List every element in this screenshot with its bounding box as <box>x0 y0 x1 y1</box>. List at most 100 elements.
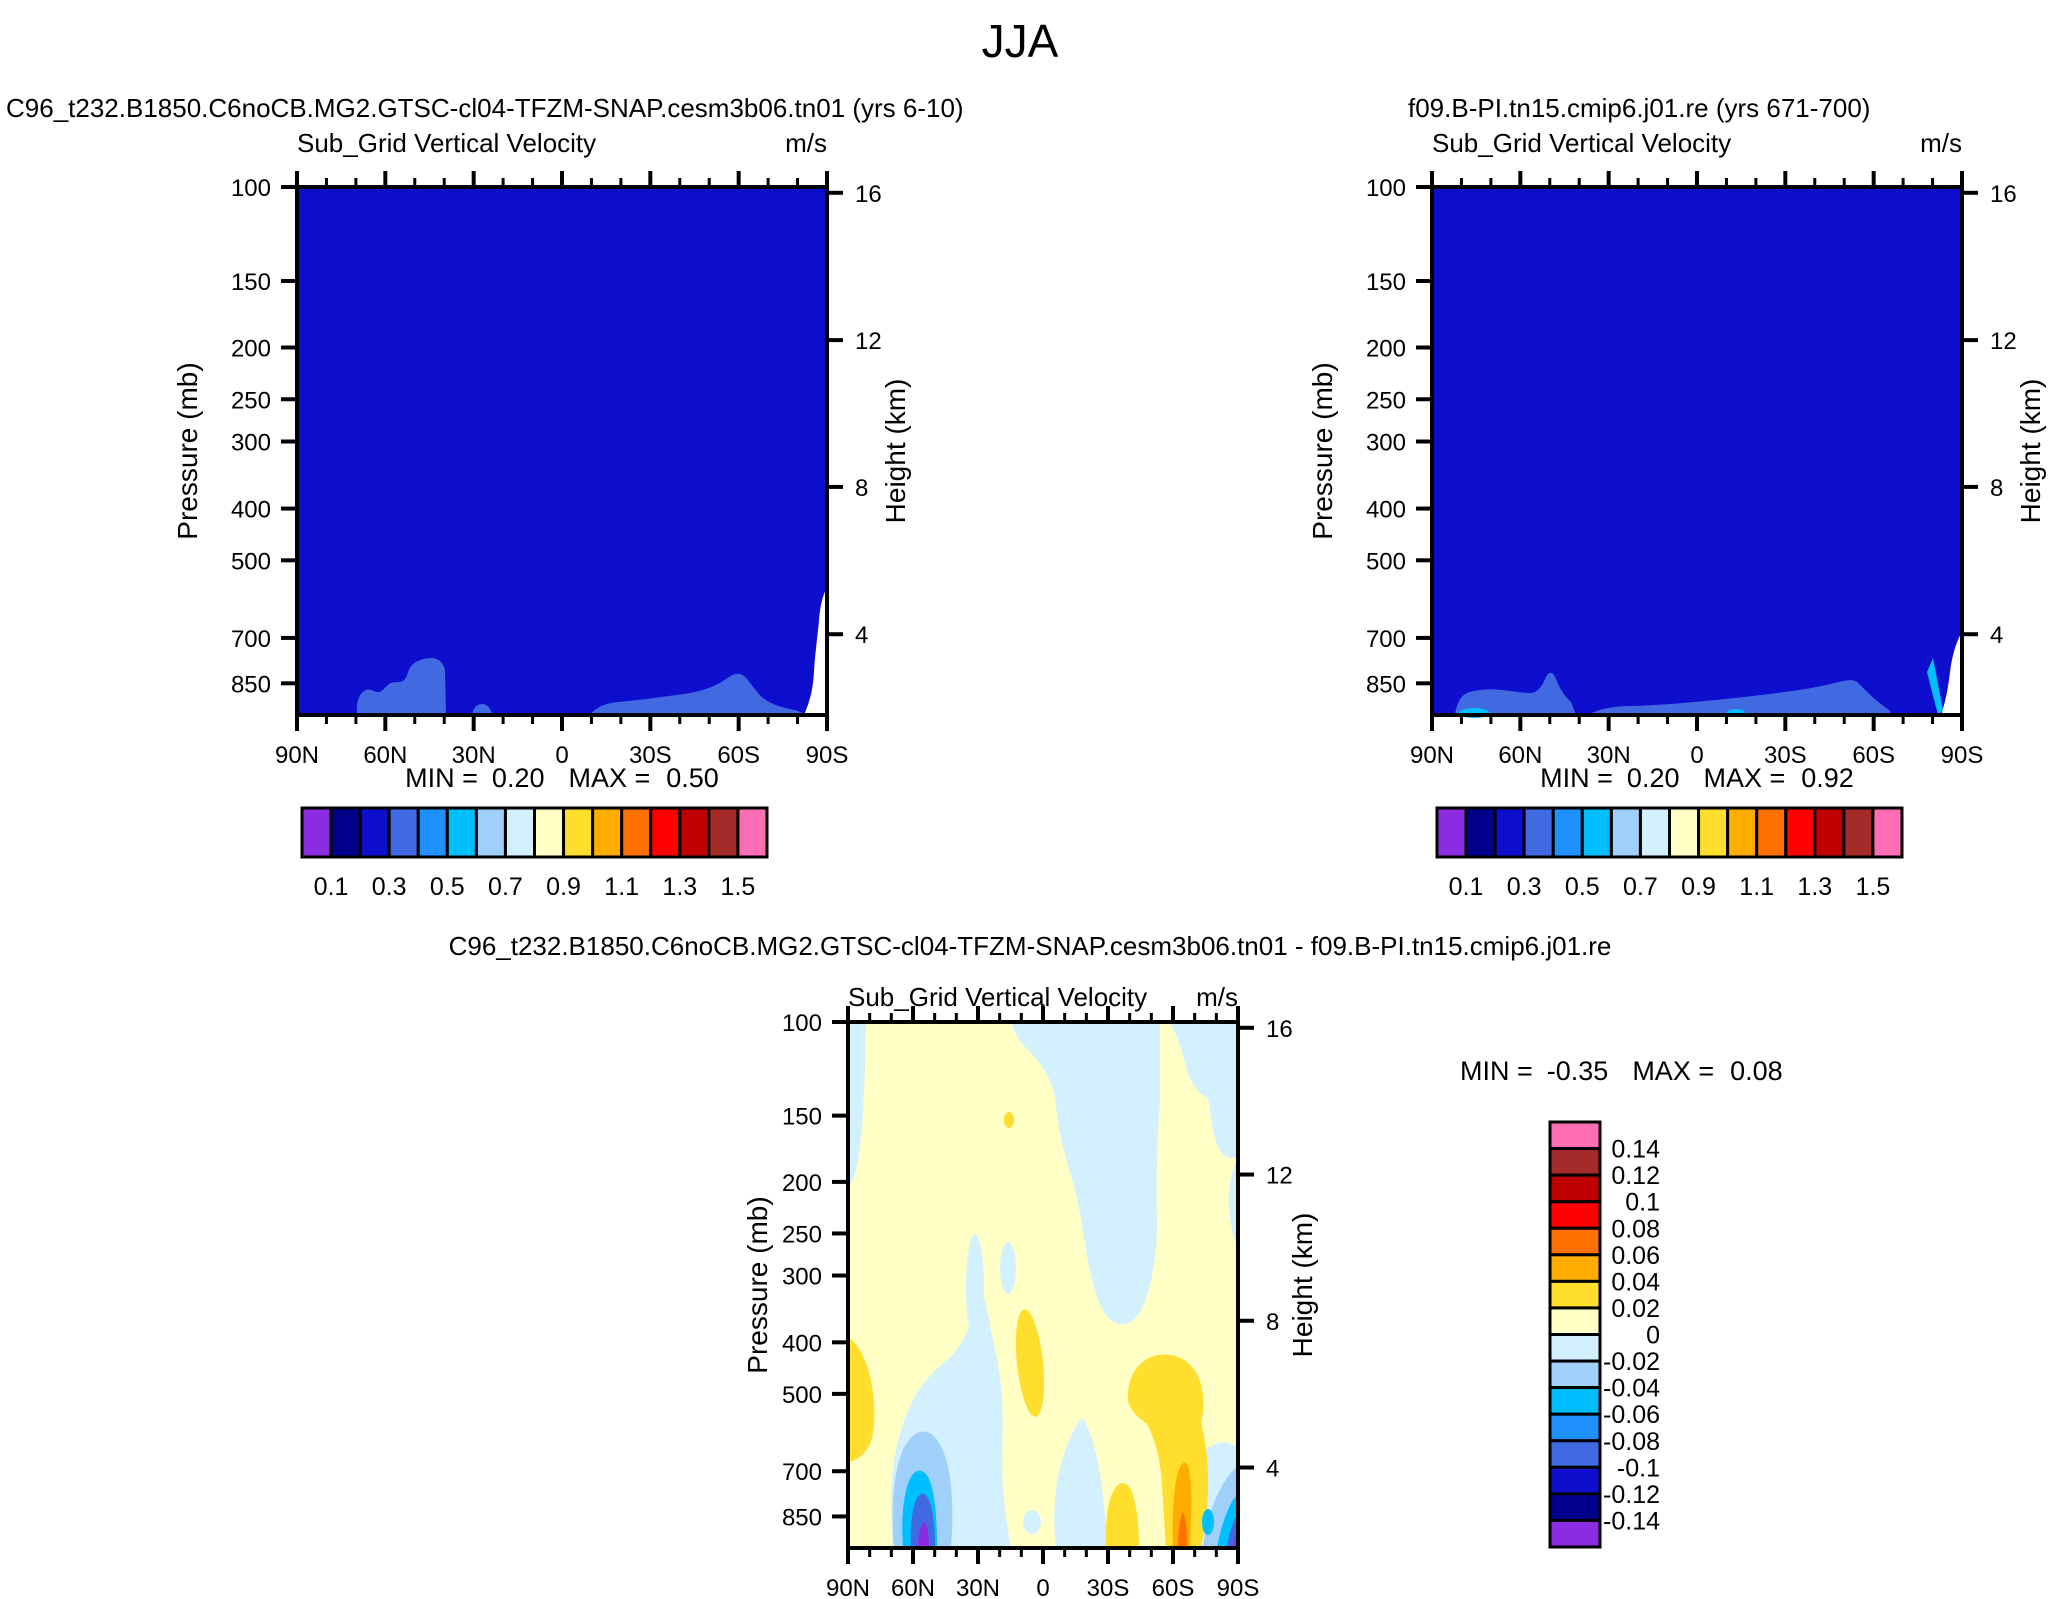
colorbar-label: 0 <box>1646 1322 1660 1350</box>
x-tick-label: 0 <box>555 742 568 769</box>
pressure-tick-label: 500 <box>782 1382 822 1409</box>
colorbar-label: 0.9 <box>546 873 581 901</box>
colorbar-label: 1.1 <box>604 873 639 901</box>
colorbar-cell <box>562 806 595 859</box>
pressure-tick-label: 150 <box>782 1104 822 1131</box>
colorbar-label: 1.3 <box>662 873 697 901</box>
y-axis-title-pressure: Pressure (mb) <box>742 1196 773 1373</box>
pressure-tick-label: 400 <box>231 497 271 524</box>
axes-right-panel: 90N 60N 30N 0 30S 60S 90S 100 150 200 250 300 400 500… <box>1366 171 2017 769</box>
height-tick-label: 16 <box>1266 1016 1293 1043</box>
x-tick-label: 30S <box>1764 742 1807 769</box>
colorbar-label: 0.08 <box>1611 1215 1660 1243</box>
height-tick-label: 16 <box>1990 181 2017 208</box>
colorbar-cell <box>503 806 536 859</box>
contour-plot-left <box>297 187 827 715</box>
x-tick-label: 30N <box>452 742 496 769</box>
height-tick-label: 8 <box>1990 475 2003 502</box>
colorbar-cell <box>416 806 449 859</box>
colorbar-cell <box>300 806 333 859</box>
contour-region-paleblue <box>1170 1022 1238 1158</box>
colorbar-cell <box>1548 1306 1602 1336</box>
colorbar-cell <box>678 806 711 859</box>
colorbar-cell <box>1726 806 1759 859</box>
minmax-line: MIN = 0.20 MAX = 0.50 <box>405 763 719 793</box>
axes-diff-panel: 90N 60N 30N 0 30S 60S 90S 100 150 200 250 300 400 500… <box>782 1006 1293 1599</box>
colorbar-cell <box>1548 1465 1602 1496</box>
colorbar-label: 0.7 <box>1623 873 1658 901</box>
y-axis-title-pressure: Pressure (mb) <box>172 362 203 539</box>
plot-title: Sub_Grid Vertical Velocity <box>848 982 1147 1012</box>
contour-plot-right <box>1432 187 1962 718</box>
colorbar-label: 0.02 <box>1611 1295 1660 1323</box>
colorbar-label: 0.1 <box>1449 873 1484 901</box>
colorbar-cell <box>1548 1333 1602 1363</box>
minmax-line: MIN = 0.20 MAX = 0.92 <box>1540 763 1854 793</box>
colorbar-cell <box>1755 806 1788 859</box>
colorbar-label: -0.08 <box>1603 1428 1660 1456</box>
units-label: m/s <box>1196 982 1238 1012</box>
pressure-tick-label: 150 <box>1366 269 1406 296</box>
height-tick-label: 16 <box>855 181 882 208</box>
colorbar-cell <box>620 806 653 859</box>
contour-region-royalblue <box>1455 672 1576 715</box>
colorbar-cell <box>1784 806 1817 859</box>
height-tick-label: 4 <box>1990 622 2003 649</box>
panel-left: Sub_Grid Vertical Velocity m/s 90N 60N 30N… <box>172 128 911 901</box>
colorbar-cell <box>1522 806 1555 859</box>
colorbar-cell <box>445 806 478 859</box>
contour-region-royalblue <box>910 1493 935 1548</box>
colorbar-label: 0.06 <box>1611 1242 1660 1270</box>
contour-region-paleblue <box>1023 1510 1041 1534</box>
contour-region-royalblue <box>1588 680 1891 715</box>
pressure-tick-label: 250 <box>231 387 271 414</box>
colorbar-label: 0.3 <box>372 873 407 901</box>
pressure-tick-label: 250 <box>782 1221 822 1248</box>
colorbar-cell <box>329 806 362 859</box>
contour-region-paleblue <box>1054 1418 1107 1548</box>
colorbar-label: 0.14 <box>1611 1136 1660 1164</box>
colorbar-cell <box>1435 806 1468 859</box>
colorbar-label: 0.5 <box>1565 873 1600 901</box>
colorbar-cell <box>1638 806 1671 859</box>
pressure-tick-label: 500 <box>231 548 271 575</box>
pressure-tick-label: 700 <box>782 1459 822 1486</box>
missing-data-wedge <box>804 588 827 715</box>
contour-region-cyan <box>1202 1509 1214 1535</box>
y-axis-title-height: Height (km) <box>880 379 911 524</box>
x-tick-label: 0 <box>1036 1575 1049 1599</box>
units-label: m/s <box>1920 128 1962 158</box>
units-label: m/s <box>785 128 827 158</box>
pressure-tick-label: 700 <box>1366 626 1406 653</box>
colorbar-cell <box>387 806 420 859</box>
x-tick-label: 60S <box>1152 1575 1195 1599</box>
pressure-tick-label: 200 <box>231 336 271 363</box>
colorbar-cell <box>1548 1386 1602 1416</box>
pressure-tick-label: 200 <box>782 1170 822 1197</box>
panel-right: Sub_Grid Vertical Velocity m/s 90N 60N 30N… <box>1307 128 2046 901</box>
colorbar-label: 0.7 <box>488 873 523 901</box>
x-tick-label: 30S <box>629 742 672 769</box>
pressure-tick-label: 300 <box>1366 429 1406 456</box>
minmax-line: MIN = -0.35 MAX = 0.08 <box>1460 1056 1783 1086</box>
plot-title: Sub_Grid Vertical Velocity <box>297 128 596 158</box>
colorbar-cell <box>1548 1279 1602 1310</box>
contour-region-royalblue <box>590 673 804 715</box>
pressure-tick-label: 100 <box>231 175 271 202</box>
x-tick-label: 30N <box>1587 742 1631 769</box>
colorbar-cell <box>1548 1518 1602 1549</box>
colorbar-label: -0.14 <box>1603 1507 1660 1535</box>
season-title: JJA <box>982 15 1059 67</box>
x-tick-label: 90N <box>826 1575 870 1599</box>
colorbar-cell <box>1842 806 1875 859</box>
y-axis-title-pressure: Pressure (mb) <box>1307 362 1338 539</box>
colorbar-label: -0.12 <box>1603 1481 1660 1509</box>
panel-diff: Sub_Grid Vertical Velocity m/s <box>742 982 1783 1599</box>
colorbar-cell <box>1668 806 1701 859</box>
pressure-tick-label: 700 <box>231 626 271 653</box>
pressure-tick-label: 400 <box>782 1330 822 1357</box>
colorbar-label: 1.5 <box>721 873 756 901</box>
contour-region-paleblue <box>1000 1242 1016 1294</box>
y-axis-title-height: Height (km) <box>1287 1213 1318 1358</box>
